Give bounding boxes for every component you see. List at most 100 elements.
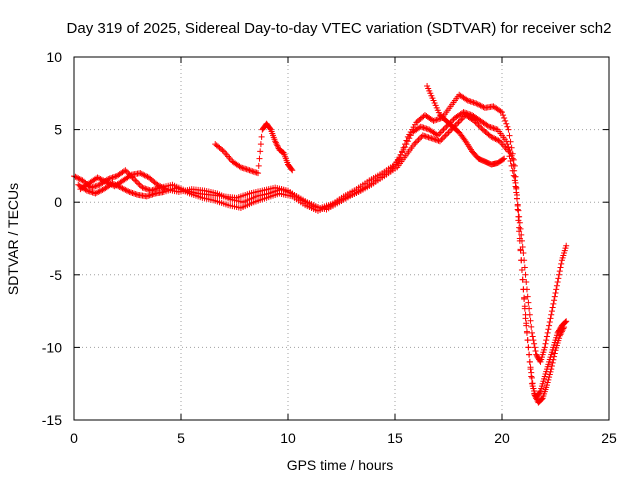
data-point (548, 363, 555, 370)
data-point (143, 173, 150, 180)
data-point (445, 129, 452, 136)
x-tick-label: 0 (70, 430, 78, 446)
axis-ticks: 0 5 10 15 20 25 10 5 0 -5 -10 -15 (42, 49, 617, 446)
data-point (558, 260, 565, 267)
data-point (412, 139, 419, 146)
data-point (130, 175, 137, 182)
data-point (454, 120, 461, 127)
data-point (556, 271, 563, 278)
data-point (73, 174, 80, 181)
data-point (141, 172, 148, 179)
data-point (558, 329, 565, 336)
data-point (477, 102, 484, 109)
data-point (440, 126, 447, 133)
data-point (275, 144, 282, 151)
data-point (273, 141, 280, 148)
data-point (530, 337, 537, 344)
data-point (437, 129, 444, 136)
data-point (516, 219, 523, 226)
data-point (255, 170, 262, 177)
data-point (522, 315, 529, 322)
chart-title: Day 319 of 2025, Sidereal Day-to-day VTE… (67, 20, 612, 37)
grid-lines (74, 57, 609, 420)
data-point (484, 122, 491, 129)
data-point (94, 174, 101, 181)
x-axis-label: GPS time / hours (287, 457, 394, 473)
data-point (103, 178, 110, 185)
data-point (125, 188, 132, 195)
data-point (563, 242, 570, 249)
data-point (551, 350, 558, 357)
data-point (553, 286, 560, 293)
data-point (531, 340, 538, 347)
data-point (556, 268, 563, 275)
data-point (514, 201, 521, 208)
data-point (532, 348, 539, 355)
data-point (507, 158, 514, 165)
data-point (527, 364, 534, 371)
data-point (521, 296, 528, 302)
data-point (526, 305, 533, 312)
data-point (98, 176, 105, 183)
data-point (508, 162, 515, 169)
data-points (71, 83, 570, 406)
data-point (557, 264, 564, 271)
data-point (538, 396, 545, 403)
data-point (557, 331, 564, 338)
data-point (513, 189, 520, 196)
data-point (403, 141, 410, 148)
data-point (505, 148, 512, 155)
data-point (401, 144, 408, 151)
data-point (505, 126, 512, 133)
data-point (458, 116, 465, 123)
data-point (160, 184, 167, 191)
data-point (549, 359, 556, 366)
data-point (545, 326, 552, 333)
data-point (548, 308, 555, 315)
data-point (272, 139, 279, 146)
data-point (511, 177, 518, 184)
data-point (92, 190, 99, 197)
data-point (461, 136, 468, 143)
y-tick-label: -15 (42, 412, 62, 428)
data-point (476, 123, 483, 130)
data-point (472, 119, 479, 126)
data-point (541, 344, 548, 351)
data-point (463, 96, 470, 103)
data-point (406, 135, 413, 142)
data-point (100, 177, 107, 184)
data-point (556, 332, 563, 339)
data-point (104, 179, 111, 186)
data-point (516, 213, 523, 220)
data-point (503, 138, 510, 145)
data-point (157, 183, 164, 190)
data-point (547, 368, 554, 375)
data-point (501, 155, 508, 162)
data-point (529, 380, 536, 387)
data-point (528, 374, 535, 381)
data-point (478, 125, 485, 132)
data-point (553, 282, 560, 289)
data-point (518, 231, 525, 238)
data-point (516, 224, 523, 231)
data-point (563, 318, 570, 325)
data-point (133, 178, 140, 185)
data-point (161, 185, 168, 192)
data-point (158, 183, 165, 190)
data-point (544, 329, 551, 336)
data-point (471, 117, 478, 124)
data-point (560, 325, 567, 332)
data-point (525, 299, 532, 306)
data-point (474, 120, 481, 127)
data-point (512, 183, 519, 190)
data-point (456, 117, 463, 124)
data-point (530, 385, 537, 392)
data-point (98, 187, 105, 194)
data-point (123, 168, 130, 175)
data-point (526, 351, 533, 358)
data-point (272, 138, 279, 145)
data-point (459, 114, 466, 121)
data-point (551, 293, 558, 300)
data-point (219, 147, 226, 154)
data-point (76, 175, 83, 182)
